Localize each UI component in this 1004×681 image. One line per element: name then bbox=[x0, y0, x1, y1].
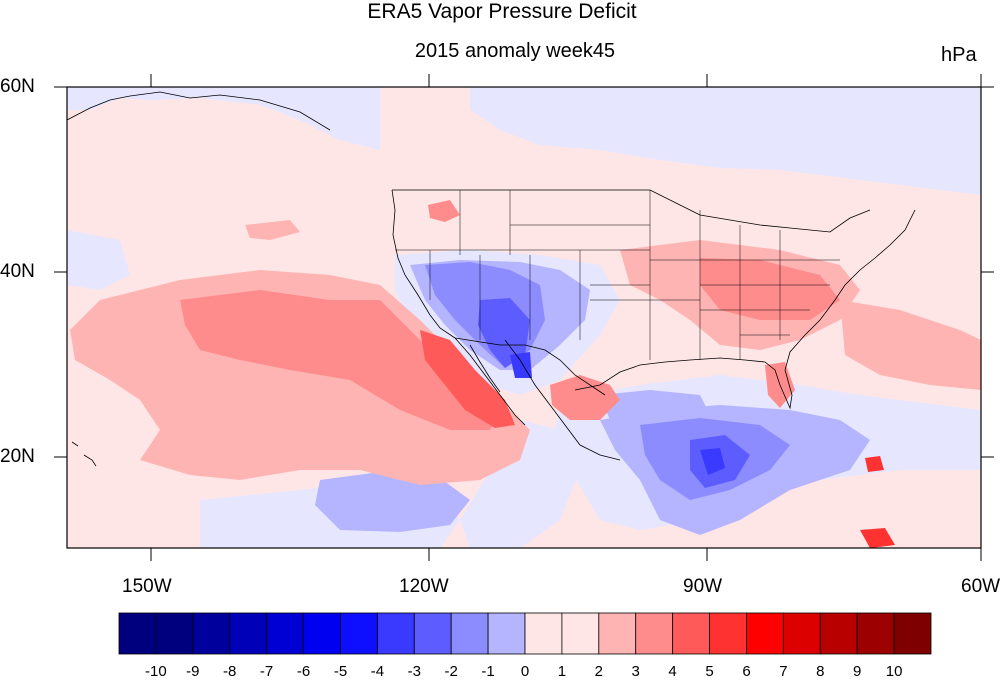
colorbar-box bbox=[856, 612, 895, 655]
colorbar-tick-label: 4 bbox=[668, 663, 677, 680]
colorbar-tick-label: -8 bbox=[223, 663, 237, 680]
us-canada-border bbox=[392, 189, 871, 233]
colorbar-box bbox=[819, 612, 858, 655]
eastern-pacific-light-blue bbox=[460, 420, 580, 548]
colorbar-tick-label: 3 bbox=[631, 663, 640, 680]
colorbar-tick-label: -3 bbox=[407, 663, 421, 680]
colorbar-box bbox=[782, 612, 821, 655]
colorbar-tick-label: 1 bbox=[557, 663, 567, 680]
colorbar-box bbox=[340, 612, 378, 655]
boundaries bbox=[67, 91, 916, 467]
state-lines-east bbox=[649, 190, 840, 360]
colorbar-box bbox=[746, 612, 784, 655]
east-us-strong-red bbox=[700, 258, 840, 320]
lat-label-60n: 60N bbox=[0, 76, 35, 97]
colorbar-box bbox=[598, 612, 637, 655]
map-frame bbox=[66, 86, 982, 549]
colorbar-tick-label: 6 bbox=[742, 663, 751, 680]
tick-marks bbox=[54, 74, 994, 561]
colorbar-tick-label: 8 bbox=[816, 663, 825, 680]
west-pacific-light-blue bbox=[67, 230, 130, 290]
subtropical-pacific-blue bbox=[315, 472, 470, 532]
mexico-pacific-coast bbox=[504, 339, 621, 461]
colorbar-box bbox=[672, 612, 710, 655]
deep-blue-cell-3 bbox=[700, 448, 725, 475]
lat-label-40n: 40N bbox=[0, 261, 35, 282]
deep-blue-cell-1 bbox=[478, 298, 530, 368]
texas-red bbox=[550, 375, 620, 420]
colorbar-tick-label: 0 bbox=[520, 663, 530, 680]
colorbar bbox=[118, 612, 932, 655]
colorbar-box bbox=[376, 612, 415, 655]
baja-peninsula bbox=[454, 337, 526, 426]
caribbean-red-cell bbox=[865, 456, 884, 472]
colorbar-tick-label: -7 bbox=[259, 663, 274, 680]
colorbar-box bbox=[561, 612, 600, 655]
colorbar-tick-label: -5 bbox=[333, 663, 348, 680]
state-lines-west bbox=[395, 190, 700, 340]
colorbar-box bbox=[709, 612, 747, 655]
colorbar-box bbox=[413, 612, 452, 655]
colorbar-box bbox=[487, 612, 526, 655]
colorbar-box bbox=[450, 612, 489, 655]
north-pacific-light-blue bbox=[67, 87, 380, 150]
map-subtitle: 2015 anomaly week45 bbox=[414, 40, 616, 62]
colorbar-box bbox=[303, 612, 341, 655]
colorbar-box bbox=[893, 612, 932, 655]
lat-label-20n: 20N bbox=[0, 446, 35, 467]
colorbar-box bbox=[266, 612, 304, 655]
colorbar-box bbox=[635, 612, 674, 655]
alaska-coast bbox=[67, 91, 331, 131]
colorbar-box bbox=[229, 612, 268, 655]
map-title: ERA5 Vapor Pressure Deficit bbox=[367, 0, 637, 23]
gulf-of-mexico-blue bbox=[600, 390, 710, 425]
hawaii bbox=[71, 441, 97, 467]
atlantic-red bbox=[840, 300, 981, 390]
us-mexico-border bbox=[454, 337, 606, 396]
colorbar-tick-label: -9 bbox=[186, 663, 200, 680]
colorbar-tick-label: -4 bbox=[370, 663, 385, 680]
lon-label-120w: 120W bbox=[399, 576, 449, 597]
canada-light-blue bbox=[470, 87, 981, 195]
colorbar-tick-label: 7 bbox=[779, 663, 788, 680]
lon-label-150w: 150W bbox=[122, 576, 172, 597]
colorbar-box bbox=[192, 612, 231, 655]
colorbar-tick-label: -2 bbox=[444, 663, 458, 680]
colorbar-tick-label: 10 bbox=[885, 663, 903, 680]
colorbar-tick-label: -6 bbox=[296, 663, 311, 680]
units-label: hPa bbox=[941, 44, 977, 66]
pacific-strong-red bbox=[180, 290, 500, 430]
northwest-us-red bbox=[428, 200, 460, 222]
caribbean-deep-red bbox=[860, 528, 895, 548]
colorbar-box bbox=[155, 612, 194, 655]
baja-coast-deep-red bbox=[420, 330, 515, 428]
colorbar-tick-label: -10 bbox=[145, 663, 167, 680]
colorbar-tick-label: 5 bbox=[705, 663, 714, 680]
pacific-red-patch bbox=[245, 220, 300, 240]
anomaly-field bbox=[67, 87, 981, 548]
colorbar-box bbox=[524, 612, 563, 655]
gulf-coast bbox=[574, 209, 916, 410]
us-west-coast bbox=[391, 189, 456, 339]
lon-label-60w: 60W bbox=[961, 576, 1001, 597]
colorbar-tick-label: 9 bbox=[853, 663, 862, 680]
colorbar-box bbox=[118, 612, 157, 655]
colorbar-tick-label: -1 bbox=[481, 663, 495, 680]
colorbar-tick-label: 2 bbox=[594, 663, 603, 680]
lon-label-90w: 90W bbox=[683, 576, 723, 597]
